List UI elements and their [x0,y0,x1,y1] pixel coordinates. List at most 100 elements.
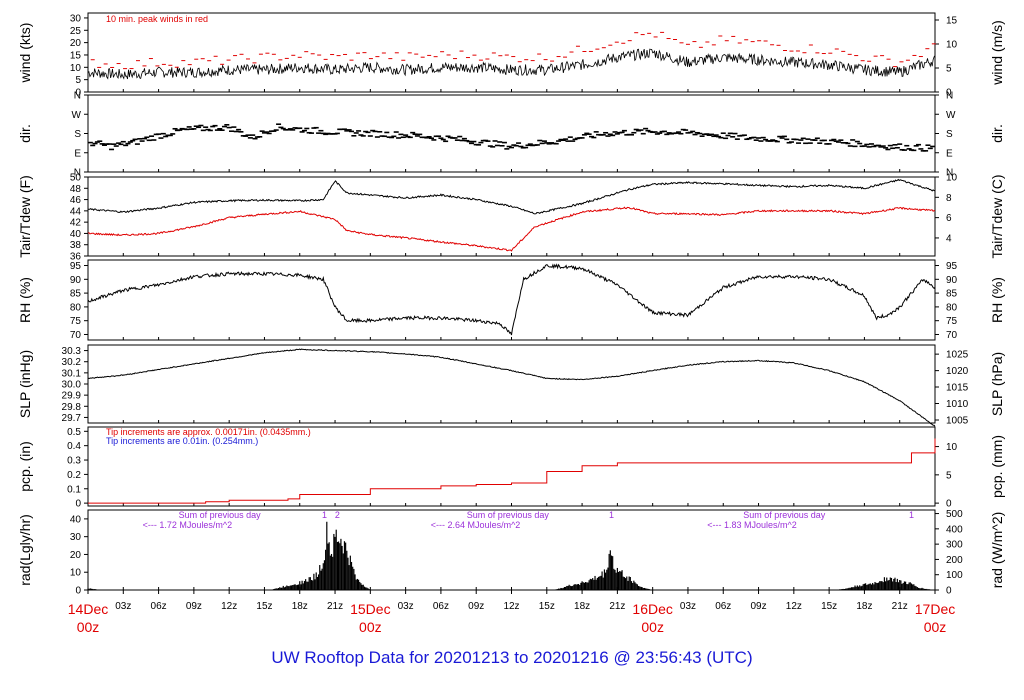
right-tick-label: 1020 [946,366,969,377]
x-major-hour: 00z [77,619,100,635]
radiation-sum-value: <--- 1.83 MJoules/m^2 [707,520,797,530]
right-tick-label: 8 [946,193,952,204]
radiation-sum-value: <--- 1.72 MJoules/m^2 [143,520,233,530]
right-tick-label: 85 [946,289,958,300]
left-tick-label: N [74,168,81,179]
left-tick-label: 30.0 [62,380,82,391]
x-tick-label: 12z [221,601,237,612]
x-tick-label: 21z [892,601,908,612]
ylabel-left: RH (%) [17,277,33,323]
left-tick-label: 80 [70,302,82,313]
right-tick-label: 10 [946,442,958,453]
left-tick-label: 50 [70,173,82,184]
x-major-date: 16Dec [632,601,672,617]
right-tick-label: 10 [946,173,958,184]
left-tick-label: 30.3 [62,346,82,357]
radiation-sum-value: <--- 2.64 MJoules/m^2 [431,520,521,530]
right-tick-label: W [946,110,956,121]
series-sea-level-pressure [87,348,936,427]
panel-pcp: 0 0.1 0.2 0.3 0.4 0.5 0 5 10 pcp. (in) pcp. (mm) Ti… [17,426,1005,510]
x-major-date: 14Dec [68,601,108,617]
left-tick-label: 30.2 [62,357,82,368]
right-tick-label: 5 [946,64,952,75]
ylabel-right: rad (W/m^2) [989,512,1005,589]
x-tick-label: 15z [821,601,837,612]
right-tick-label: 100 [946,570,963,581]
left-tick-label: 0.1 [67,484,81,495]
left-tick-label: 10 [70,63,82,74]
x-major-hour: 00z [924,619,947,635]
left-tick-label: 0 [75,88,81,99]
panel-rh: 70 75 80 85 90 95 70 75 80 85 90 95 RH (%) RH (%) [17,259,1005,341]
right-tick-label: 6 [946,213,952,224]
x-tick-label: 21z [327,601,343,612]
left-tick-label: 46 [70,195,82,206]
x-tick-label: 15z [256,601,272,612]
left-tick-label: 30 [70,13,82,24]
ylabel-left: wind (kts) [17,23,33,84]
right-tick-label: E [946,148,953,159]
ylabel-left: SLP (inHg) [17,350,33,418]
left-tick-label: 90 [70,275,82,286]
left-tick-label: 20 [70,550,82,561]
x-tick-label: 12z [503,601,519,612]
series-wind-speed [87,48,936,80]
left-tick-label: 29.9 [62,391,82,402]
left-tick-label: 5 [75,75,81,86]
x-tick-label: 03z [115,601,131,612]
left-tick-label: 20 [70,38,82,49]
precipitation-line [88,438,936,504]
panel-frame [87,259,936,341]
radiation-sum-heading: Sum of previous day [743,510,826,520]
series-Tdew [87,206,936,252]
x-tick-label: 09z [186,601,202,612]
ylabel-right: dir. [989,124,1005,143]
x-tick-label: 15z [539,601,555,612]
ylabel-left: pcp. (in) [17,441,33,492]
left-tick-label: 44 [70,206,82,217]
right-tick-label: N [946,91,953,102]
x-major-date: 17Dec [915,601,955,617]
tip-note-blue: Tip increments are 0.01in. (0.254mm.) [106,436,258,446]
right-tick-label: 200 [946,555,963,566]
series-Tair [87,178,936,215]
left-tick-label: 0.4 [67,441,81,452]
radiation-marker: 1 [609,510,614,520]
x-tick-label: 09z [750,601,766,612]
x-tick-label: 21z [609,601,625,612]
right-tick-label: 0 [946,499,952,510]
radiation-marker: 2 [335,510,340,520]
x-tick-label: 09z [468,601,484,612]
left-tick-label: S [74,129,81,140]
right-tick-label: 90 [946,275,958,286]
radiation-sum-heading: Sum of previous day [179,510,262,520]
ylabel-left: Tair/Tdew (F) [17,175,33,257]
right-tick-label: 4 [946,233,952,244]
x-axis: 14Dec 00z 03z 06z 09z 12z 15z 18z 21z 15Dec 00z 03z… [68,590,955,635]
left-tick-label: 75 [70,316,82,327]
peak-wind-note: 10 min. peak winds in red [106,14,208,24]
left-tick-label: 29.8 [62,402,82,413]
left-tick-label: 0.3 [67,456,81,467]
panel-frame [87,94,936,173]
x-tick-label: 06z [433,601,449,612]
ylabel-right: Tair/Tdew (C) [989,174,1005,258]
right-tick-label: 75 [946,316,958,327]
right-tick-label: 1005 [946,415,969,426]
right-tick-label: 1015 [946,383,969,394]
left-tick-label: 0.5 [67,427,81,438]
radiation-sum-heading: Sum of previous day [467,510,550,520]
left-tick-label: 48 [70,184,82,195]
left-tick-label: 29.7 [62,413,82,424]
left-tick-label: 85 [70,289,82,300]
x-tick-label: 12z [786,601,802,612]
x-tick-label: 18z [856,601,872,612]
left-tick-label: 0.2 [67,470,81,481]
tip-note-red: Tip increments are approx. 0.00171in. (0… [106,427,311,437]
x-major-hour: 00z [359,619,382,635]
left-tick-label: 42 [70,218,82,229]
left-tick-label: E [74,148,81,159]
